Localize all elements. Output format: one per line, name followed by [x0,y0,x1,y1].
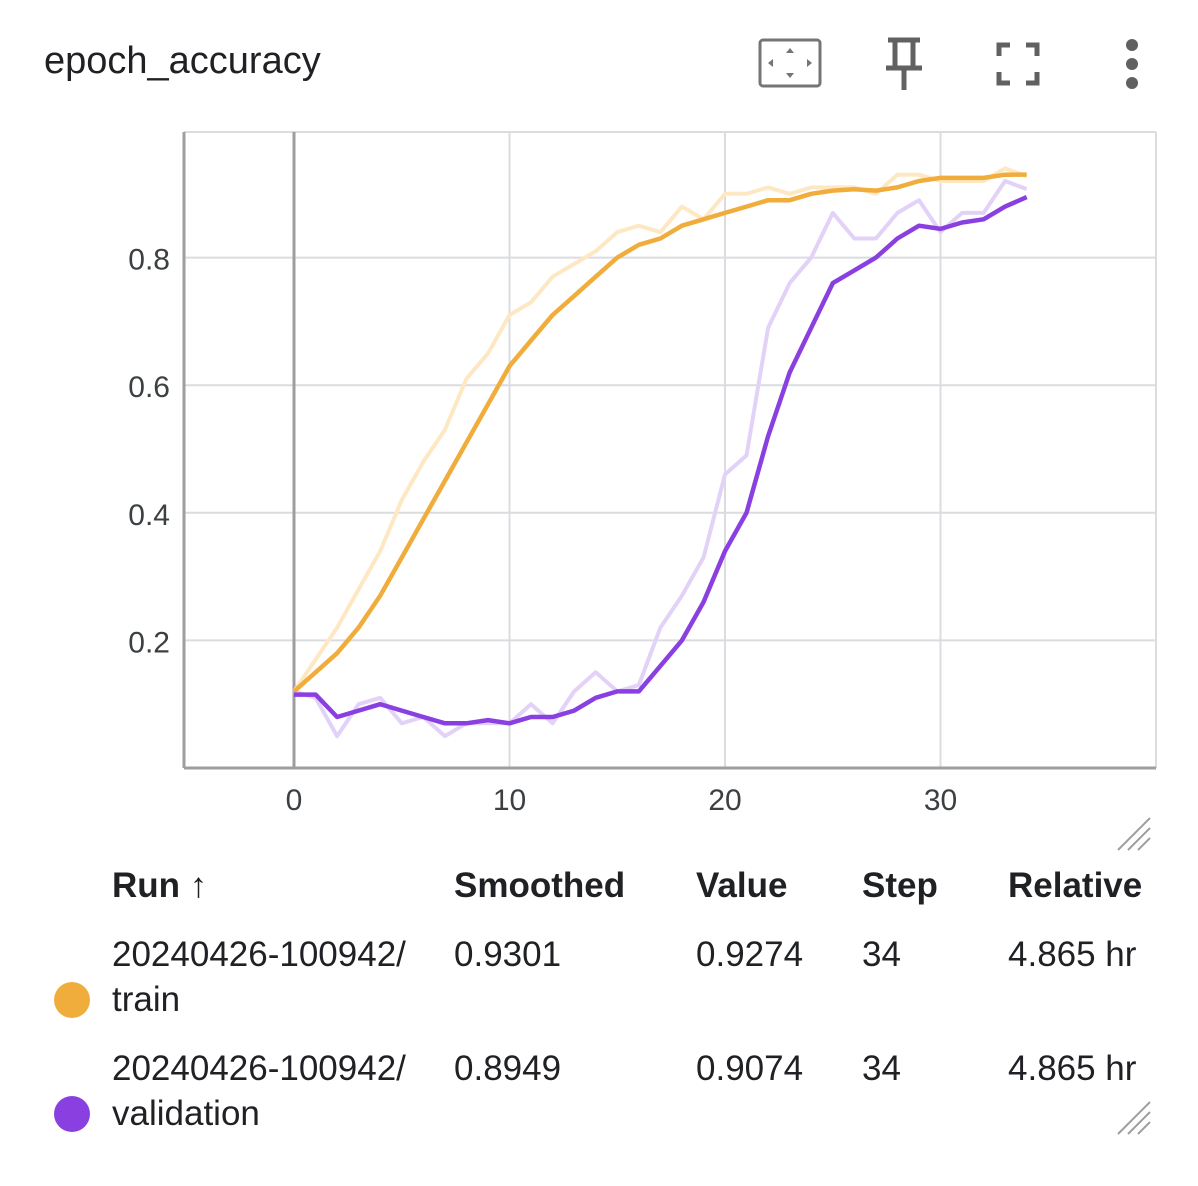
more-options-button[interactable] [1100,36,1164,92]
y-tick-label: 0.6 [128,371,170,404]
raw-value: 0.9074 [696,1049,804,1088]
card-title: epoch_accuracy [44,40,321,82]
smoothed-value: 0.9301 [454,935,562,974]
pin-icon [886,37,922,90]
more-vert-icon [1126,39,1138,89]
raw-value: 0.9274 [696,935,804,974]
run-name-line2: validation [112,1094,260,1133]
x-tick-label: 30 [924,784,957,817]
fit-domain-button[interactable] [758,36,822,92]
header-relative[interactable]: Relative [1008,866,1143,905]
run-color-cell [40,932,112,1046]
step-value: 34 [862,935,901,974]
runs-table: Run ↑ Smoothed Value Step Relative 20240… [40,862,1142,1160]
smoothed-value: 0.8949 [454,1049,562,1088]
table-resize-handle[interactable] [1114,1098,1154,1138]
y-tick-label: 0.8 [128,244,170,277]
step-value: 34 [862,1049,901,1088]
fit-domain-icon [758,38,822,88]
series-raw-line-1 [293,179,1028,739]
header-step[interactable]: Step [862,866,938,905]
pin-button[interactable] [872,36,936,92]
relative-value: 4.865 hr [1008,1049,1137,1088]
header-smoothed[interactable]: Smoothed [454,866,626,905]
fullscreen-button[interactable] [986,36,1050,92]
fullscreen-icon [996,42,1040,86]
series-smoothed-line-1 [294,195,1028,726]
chart-resize-handle[interactable] [1114,814,1154,854]
table-row[interactable]: 20240426-100942/ train 0.9301 0.9274 34 … [40,932,1142,1046]
header-value[interactable]: Value [696,866,788,905]
run-color-dot [54,1096,90,1132]
x-tick-label: 20 [708,784,741,817]
series-raw-line-0 [292,166,1028,693]
run-name: 20240426-100942/ validation [112,1046,454,1160]
header-spacer [40,862,112,932]
run-name-line1: 20240426-100942/ [112,935,406,974]
header-run[interactable]: Run ↑ [112,866,208,905]
run-name-line1: 20240426-100942/ [112,1049,406,1088]
run-color-dot [54,982,90,1018]
table-row[interactable]: 20240426-100942/ validation 0.8949 0.907… [40,1046,1142,1160]
line-chart[interactable]: 0.2 0.4 0.6 0.8 0 10 20 30 [0,0,1198,860]
y-tick-label: 0.2 [128,626,170,659]
y-tick-label: 0.4 [128,499,170,532]
x-tick-label: 10 [493,784,526,817]
series-smoothed-line-0 [292,172,1027,694]
relative-value: 4.865 hr [1008,935,1137,974]
run-name-line2: train [112,980,181,1019]
x-tick-label: 0 [286,784,303,817]
run-color-cell [40,1046,112,1160]
run-name: 20240426-100942/ train [112,932,454,1046]
